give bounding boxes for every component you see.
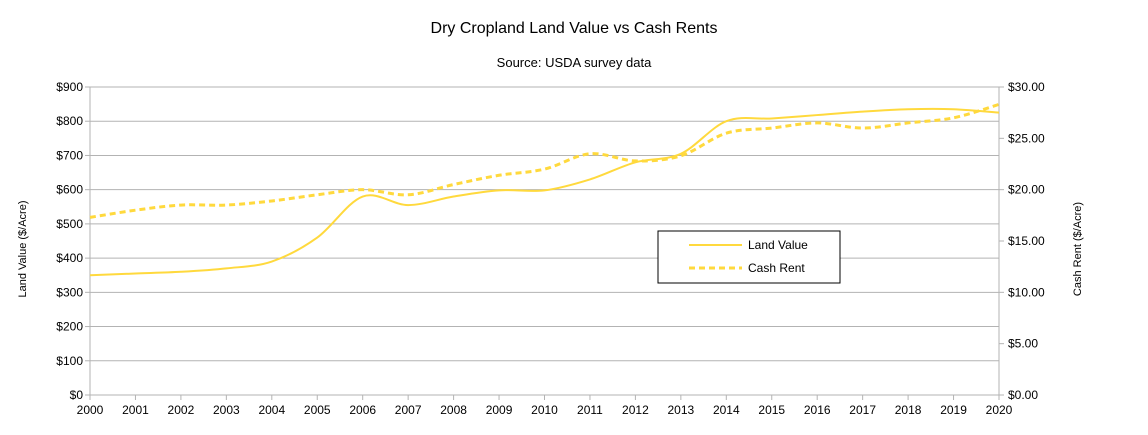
x-tick-label: 2012	[622, 403, 649, 417]
x-tick-label: 2016	[804, 403, 831, 417]
x-tick-label: 2009	[486, 403, 513, 417]
series-line-land-value	[89, 107, 1000, 277]
legend-label-cash-rent: Cash Rent	[748, 261, 805, 275]
tick-labels: $0 $100 $200 $300 $400 $500 $600 $700 $800 $900 $0…	[56, 80, 1045, 417]
x-tick-label: 2011	[577, 403, 603, 417]
y-left-tick-label: $700	[56, 148, 83, 162]
axes	[85, 86, 1004, 400]
x-tick-label: 2007	[395, 403, 422, 417]
x-tick-label: 2010	[531, 403, 558, 417]
y-right-tick-label: $25.00	[1008, 131, 1045, 145]
y-axis-left-label: Land Value ($/Acre)	[17, 200, 29, 297]
series-lines	[89, 103, 1000, 277]
y-left-tick-label: $300	[56, 285, 83, 299]
legend-label-land-value: Land Value	[748, 238, 808, 252]
y-right-tick-label: $5.00	[1008, 337, 1038, 351]
legend-box	[657, 230, 841, 284]
chart-subtitle: Source: USDA survey data	[497, 55, 652, 70]
y-right-tick-label: $0.00	[1008, 388, 1038, 402]
x-tick-label: 2001	[122, 403, 149, 417]
y-left-tick-label: $500	[56, 217, 83, 231]
chart-title: Dry Cropland Land Value vs Cash Rents	[431, 20, 718, 37]
x-tick-label: 2000	[77, 403, 104, 417]
y-left-tick-label: $100	[56, 354, 83, 368]
y-right-tick-label: $10.00	[1008, 285, 1045, 299]
x-tick-label: 2017	[849, 403, 876, 417]
x-tick-label: 2018	[895, 403, 922, 417]
y-right-tick-label: $20.00	[1008, 183, 1045, 197]
y-axis-right-label: Cash Rent ($/Acre)	[1072, 202, 1084, 296]
y-left-tick-label: $600	[56, 183, 83, 197]
y-right-tick-label: $15.00	[1008, 234, 1045, 248]
x-tick-label: 2002	[168, 403, 195, 417]
y-left-tick-label: $0	[70, 388, 84, 402]
y-left-tick-label: $200	[56, 320, 83, 334]
y-right-tick-label: $30.00	[1008, 80, 1045, 94]
series-line-cash-rent	[89, 103, 1000, 219]
y-left-tick-label: $900	[56, 80, 83, 94]
x-tick-label: 2003	[213, 403, 240, 417]
legend: Land Value Cash Rent	[657, 230, 841, 284]
x-tick-label: 2014	[713, 403, 740, 417]
y-left-tick-label: $400	[56, 251, 83, 265]
y-left-tick-label: $800	[56, 114, 83, 128]
x-tick-label: 2004	[258, 403, 285, 417]
x-tick-label: 2013	[667, 403, 694, 417]
x-tick-label: 2008	[440, 403, 467, 417]
x-tick-label: 2005	[304, 403, 331, 417]
x-tick-label: 2020	[986, 403, 1013, 417]
x-tick-label: 2006	[349, 403, 376, 417]
x-tick-label: 2019	[940, 403, 967, 417]
gridlines	[90, 86, 999, 362]
x-tick-label: 2015	[758, 403, 785, 417]
